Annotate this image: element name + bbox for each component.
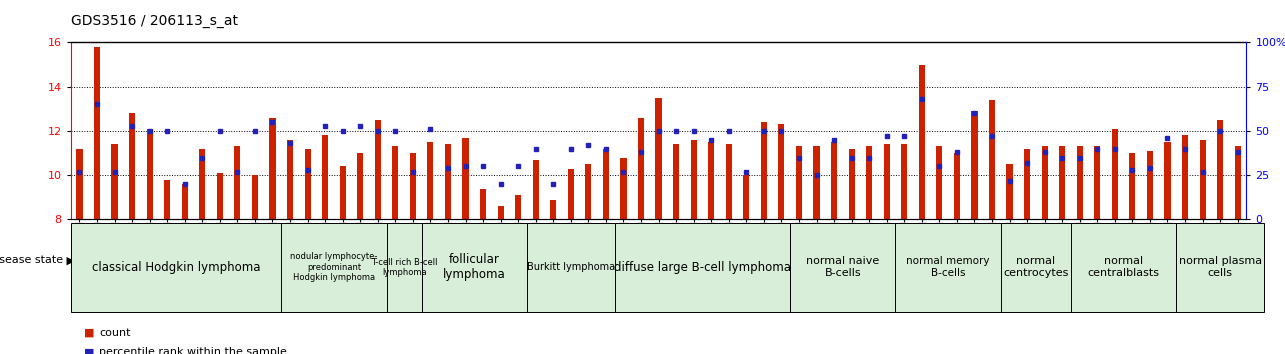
Text: Burkitt lymphoma: Burkitt lymphoma xyxy=(527,262,616,272)
Bar xyxy=(357,153,364,219)
Bar xyxy=(481,188,486,219)
Bar xyxy=(953,153,960,219)
Bar xyxy=(463,138,469,219)
Bar xyxy=(1059,147,1065,219)
Bar xyxy=(1182,135,1189,219)
Text: diffuse large B-cell lymphoma: diffuse large B-cell lymphoma xyxy=(614,261,792,274)
Bar xyxy=(375,120,380,219)
Bar xyxy=(621,158,627,219)
Bar xyxy=(252,175,258,219)
Bar xyxy=(1146,151,1153,219)
Bar xyxy=(655,98,662,219)
Bar xyxy=(1112,129,1118,219)
Bar xyxy=(971,111,978,219)
Bar xyxy=(339,166,346,219)
Bar xyxy=(445,144,451,219)
Text: GDS3516 / 206113_s_at: GDS3516 / 206113_s_at xyxy=(71,14,238,28)
Bar xyxy=(989,100,995,219)
Bar xyxy=(287,140,293,219)
Bar xyxy=(813,147,820,219)
Text: follicular
lymphoma: follicular lymphoma xyxy=(443,253,506,281)
Bar xyxy=(1199,140,1205,219)
Bar xyxy=(937,147,942,219)
Bar xyxy=(1130,153,1136,219)
Bar xyxy=(94,47,100,219)
Bar xyxy=(164,179,171,219)
Bar xyxy=(637,118,644,219)
Bar xyxy=(1164,142,1171,219)
Bar xyxy=(568,169,574,219)
Text: normal naive
B-cells: normal naive B-cells xyxy=(806,256,879,278)
Bar xyxy=(603,149,609,219)
Bar xyxy=(392,147,398,219)
Text: percentile rank within the sample: percentile rank within the sample xyxy=(99,347,287,354)
Bar xyxy=(270,118,275,219)
Bar xyxy=(217,173,222,219)
Bar xyxy=(1006,164,1013,219)
Bar xyxy=(848,149,855,219)
Bar xyxy=(743,175,749,219)
Bar xyxy=(497,206,504,219)
Bar xyxy=(146,129,153,219)
Bar xyxy=(128,113,135,219)
Bar xyxy=(690,140,696,219)
Bar xyxy=(1024,149,1031,219)
Bar xyxy=(779,124,784,219)
Bar xyxy=(515,195,522,219)
Bar xyxy=(305,149,311,219)
Bar xyxy=(181,184,188,219)
Text: disease state: disease state xyxy=(0,255,63,265)
Bar xyxy=(533,160,538,219)
Bar xyxy=(199,149,206,219)
Bar xyxy=(1095,147,1100,219)
Bar xyxy=(1077,147,1083,219)
Text: normal memory
B-cells: normal memory B-cells xyxy=(906,256,989,278)
Bar xyxy=(410,153,416,219)
Bar xyxy=(1042,147,1047,219)
Bar xyxy=(726,144,732,219)
Text: nodular lymphocyte-
predominant
Hodgkin lymphoma: nodular lymphocyte- predominant Hodgkin … xyxy=(290,252,378,282)
Bar xyxy=(708,142,714,219)
Bar xyxy=(1235,147,1241,219)
Bar xyxy=(550,200,556,219)
Text: ■: ■ xyxy=(84,347,94,354)
Bar xyxy=(323,135,328,219)
Bar xyxy=(866,147,873,219)
Text: normal
centrocytes: normal centrocytes xyxy=(1004,256,1069,278)
Bar xyxy=(1217,120,1223,219)
Bar xyxy=(795,147,802,219)
Bar xyxy=(673,144,680,219)
Bar xyxy=(76,149,82,219)
Bar xyxy=(585,164,591,219)
Bar xyxy=(234,147,240,219)
Bar xyxy=(919,65,925,219)
Text: classical Hodgkin lymphoma: classical Hodgkin lymphoma xyxy=(91,261,261,274)
Text: normal
centralblasts: normal centralblasts xyxy=(1087,256,1159,278)
Bar xyxy=(112,144,118,219)
Text: count: count xyxy=(99,328,131,338)
Bar xyxy=(884,144,889,219)
Text: ■: ■ xyxy=(84,328,94,338)
Text: ▶: ▶ xyxy=(63,255,75,265)
Text: normal plasma
cells: normal plasma cells xyxy=(1178,256,1262,278)
Text: T-cell rich B-cell
lymphoma: T-cell rich B-cell lymphoma xyxy=(371,258,437,277)
Bar xyxy=(761,122,767,219)
Bar xyxy=(428,142,433,219)
Bar xyxy=(831,142,837,219)
Bar xyxy=(901,144,907,219)
